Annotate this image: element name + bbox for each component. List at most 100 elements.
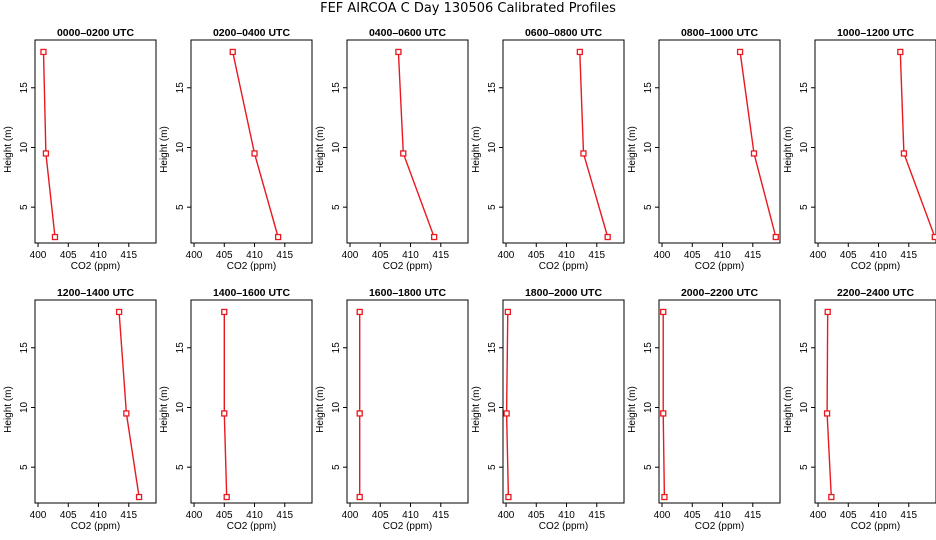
x-tick-label: 400 bbox=[654, 510, 671, 521]
y-tick-label: 15 bbox=[175, 82, 186, 94]
panel-title: 1400–1600 UTC bbox=[213, 287, 290, 299]
data-point bbox=[580, 150, 587, 157]
y-tick-label: 15 bbox=[643, 82, 654, 94]
data-point bbox=[135, 493, 143, 501]
plot-frame bbox=[346, 299, 469, 504]
x-tick-label: 405 bbox=[840, 510, 857, 521]
data-point bbox=[931, 233, 936, 241]
profile-line bbox=[397, 51, 435, 238]
x-axis-label: CO2 (ppm) bbox=[383, 261, 432, 272]
panel-title: 2200–2400 UTC bbox=[837, 287, 914, 299]
data-point bbox=[40, 48, 47, 56]
x-tick-label: 415 bbox=[276, 510, 293, 521]
panel-title: 2000–2200 UTC bbox=[681, 287, 758, 299]
y-tick-label: 10 bbox=[331, 141, 342, 153]
x-tick-label: 415 bbox=[900, 250, 917, 261]
data-point bbox=[604, 233, 611, 241]
profile-line bbox=[662, 311, 666, 498]
y-tick-label: 5 bbox=[487, 204, 498, 210]
x-tick-label: 405 bbox=[216, 510, 233, 521]
x-tick-label: 400 bbox=[810, 510, 827, 521]
x-tick-label: 405 bbox=[684, 510, 701, 521]
x-tick-label: 405 bbox=[216, 250, 233, 261]
plot-frame bbox=[346, 39, 469, 244]
profile-line bbox=[223, 311, 228, 498]
x-tick-label: 400 bbox=[342, 250, 359, 261]
y-tick-label: 5 bbox=[643, 464, 654, 470]
x-tick-label: 415 bbox=[276, 250, 293, 261]
x-axis-label: CO2 (ppm) bbox=[539, 261, 588, 272]
x-tick-label: 400 bbox=[654, 250, 671, 261]
profile-line bbox=[739, 51, 777, 238]
x-tick-label: 400 bbox=[186, 250, 203, 261]
x-tick-label: 400 bbox=[186, 510, 203, 521]
plot-frame bbox=[814, 39, 936, 244]
x-axis-label: CO2 (ppm) bbox=[71, 261, 120, 272]
y-tick-label: 10 bbox=[487, 401, 498, 413]
y-tick-label: 15 bbox=[799, 82, 810, 94]
x-tick-label: 410 bbox=[246, 510, 263, 521]
data-point bbox=[356, 308, 363, 316]
data-point bbox=[221, 308, 228, 316]
plot-frame bbox=[190, 299, 313, 504]
x-tick-label: 410 bbox=[90, 510, 107, 521]
y-tick-label: 5 bbox=[175, 204, 186, 210]
y-tick-label: 10 bbox=[643, 141, 654, 153]
y-tick-label: 10 bbox=[331, 401, 342, 413]
panel-title: 1600–1800 UTC bbox=[369, 287, 446, 299]
x-axis-label: CO2 (ppm) bbox=[695, 261, 744, 272]
x-tick-label: 405 bbox=[684, 250, 701, 261]
plot-frame bbox=[34, 39, 157, 244]
x-tick-label: 410 bbox=[90, 250, 107, 261]
figure-title: FEF AIRCOA C Day 130506 Calibrated Profi… bbox=[320, 1, 616, 16]
profile-line bbox=[899, 51, 936, 238]
y-axis-label: Height (m) bbox=[3, 386, 14, 433]
x-tick-label: 410 bbox=[246, 250, 263, 261]
y-axis-label: Height (m) bbox=[159, 386, 170, 433]
x-tick-label: 410 bbox=[714, 510, 731, 521]
data-point bbox=[430, 233, 438, 241]
y-tick-label: 10 bbox=[487, 141, 498, 153]
y-axis-label: Height (m) bbox=[159, 126, 170, 173]
y-tick-label: 10 bbox=[799, 141, 810, 153]
x-tick-label: 410 bbox=[714, 250, 731, 261]
x-axis-label: CO2 (ppm) bbox=[383, 521, 432, 532]
data-point bbox=[356, 493, 363, 501]
x-axis-label: CO2 (ppm) bbox=[539, 521, 588, 532]
y-tick-label: 15 bbox=[487, 82, 498, 94]
x-tick-label: 405 bbox=[528, 510, 545, 521]
data-point bbox=[229, 48, 236, 56]
y-tick-label: 15 bbox=[19, 342, 30, 354]
x-tick-label: 410 bbox=[870, 510, 887, 521]
x-axis-label: CO2 (ppm) bbox=[695, 521, 744, 532]
data-point bbox=[51, 233, 59, 241]
y-axis-label: Height (m) bbox=[783, 126, 794, 173]
data-point bbox=[900, 150, 908, 157]
plot-frame bbox=[658, 39, 781, 244]
x-axis-label: CO2 (ppm) bbox=[227, 261, 276, 272]
x-tick-label: 415 bbox=[432, 250, 449, 261]
x-axis-label: CO2 (ppm) bbox=[227, 521, 276, 532]
data-point bbox=[505, 493, 512, 501]
panel-title: 0800–1000 UTC bbox=[681, 27, 758, 39]
data-point bbox=[661, 493, 668, 501]
y-axis-label: Height (m) bbox=[471, 386, 482, 433]
data-point bbox=[504, 308, 511, 316]
y-axis-label: Height (m) bbox=[315, 126, 326, 173]
x-tick-label: 415 bbox=[588, 510, 605, 521]
y-tick-label: 10 bbox=[19, 141, 30, 153]
data-point bbox=[660, 308, 667, 316]
y-tick-label: 5 bbox=[19, 464, 30, 470]
x-tick-label: 410 bbox=[402, 250, 419, 261]
data-point bbox=[750, 150, 758, 157]
x-tick-label: 405 bbox=[840, 250, 857, 261]
y-tick-label: 15 bbox=[175, 342, 186, 354]
x-tick-label: 415 bbox=[744, 510, 761, 521]
x-tick-label: 405 bbox=[60, 510, 77, 521]
x-tick-label: 415 bbox=[120, 510, 137, 521]
